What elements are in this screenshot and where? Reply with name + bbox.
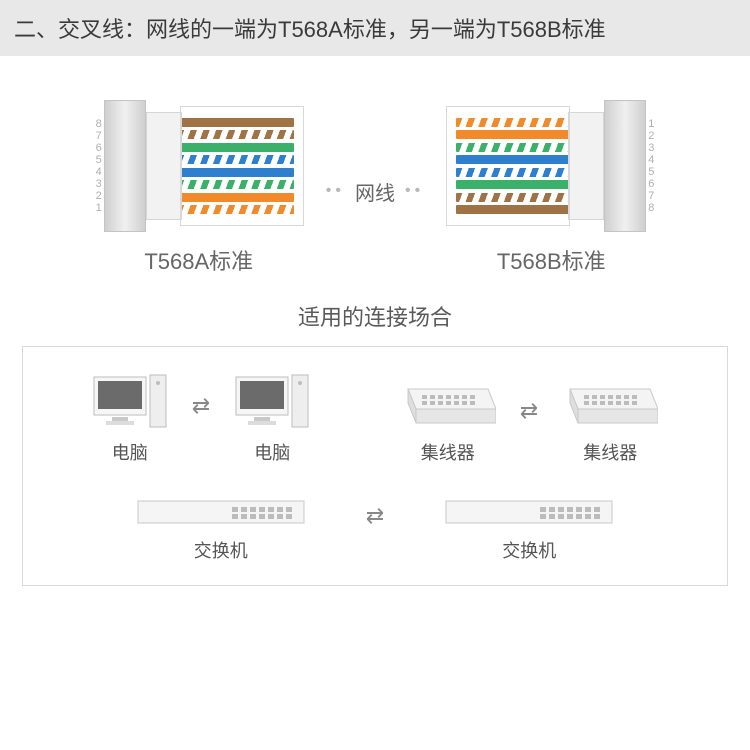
device-label: 电脑	[254, 439, 290, 465]
cable-cap	[604, 100, 646, 232]
left-connector-body	[104, 106, 304, 226]
pair-pc-pc: 电脑 ⇄ 电脑	[92, 373, 310, 465]
header-bar: 二、交叉线：网线的一端为T568A标准，另一端为T568B标准	[0, 0, 750, 56]
scenarios-box: 电脑 ⇄ 电脑	[22, 346, 728, 586]
clear-plug	[180, 106, 304, 226]
pc-icon	[92, 373, 168, 431]
device-switch: 交换机	[136, 495, 306, 563]
pin-num: 8	[648, 202, 654, 214]
connectors-row: 8 7 6 5 4 3 2 1	[0, 106, 750, 276]
clear-plug	[446, 106, 570, 226]
device-label: 电脑	[112, 439, 148, 465]
device-label: 集线器	[421, 439, 475, 465]
cable-label: •• 网线 ••	[326, 177, 424, 206]
boot	[568, 112, 604, 220]
pin-num: 3	[648, 142, 654, 154]
scenario-row-1: 电脑 ⇄ 电脑	[47, 373, 703, 465]
device-label: 交换机	[194, 537, 248, 563]
pin-num: 7	[96, 130, 102, 142]
pin-num: 5	[96, 154, 102, 166]
device-pc: 电脑	[92, 373, 168, 465]
pin-num: 6	[648, 178, 654, 190]
pin-num: 4	[648, 154, 654, 166]
right-caption: T568B标准	[497, 244, 606, 276]
section-title: 适用的连接场合	[0, 300, 750, 332]
device-hub: 集线器	[562, 383, 658, 465]
left-connector: 8 7 6 5 4 3 2 1	[94, 106, 304, 226]
right-connector: 1 2 3 4 5 6 7 8	[446, 106, 656, 226]
pin-num: 3	[96, 178, 102, 190]
pin-num: 7	[648, 190, 654, 202]
pin-num: 6	[96, 142, 102, 154]
cable-label-text: 网线	[355, 177, 395, 206]
bidir-arrow-icon: ⇄	[192, 393, 210, 419]
device-label: 集线器	[583, 439, 637, 465]
device-hub: 集线器	[400, 383, 496, 465]
pin-num: 2	[648, 130, 654, 142]
pin-num: 5	[648, 166, 654, 178]
pin-num: 2	[96, 190, 102, 202]
left-caption: T568A标准	[144, 244, 253, 276]
hub-icon	[562, 383, 658, 431]
pair-hub-hub: 集线器 ⇄ 集线器	[400, 383, 658, 465]
bidir-arrow-icon: ⇄	[520, 398, 538, 424]
pair-switch-switch: 交换机 ⇄ 交换机	[136, 495, 614, 563]
switch-icon	[444, 495, 614, 529]
dots-icon: ••	[405, 182, 424, 200]
device-switch: 交换机	[444, 495, 614, 563]
pin-num: 8	[96, 118, 102, 130]
bidir-arrow-icon: ⇄	[366, 503, 384, 529]
pc-icon	[234, 373, 310, 431]
scenario-row-2: 交换机 ⇄ 交换机	[47, 495, 703, 563]
pin-num: 1	[96, 202, 102, 214]
pin-num: 4	[96, 166, 102, 178]
pin-num: 1	[648, 118, 654, 130]
device-pc: 电脑	[234, 373, 310, 465]
left-pin-numbers: 8 7 6 5 4 3 2 1	[94, 118, 104, 214]
right-connector-block: 1 2 3 4 5 6 7 8	[446, 106, 656, 276]
dots-icon: ••	[326, 182, 345, 200]
right-pin-numbers: 1 2 3 4 5 6 7 8	[646, 118, 656, 214]
right-connector-body	[446, 106, 646, 226]
switch-icon	[136, 495, 306, 529]
left-connector-block: 8 7 6 5 4 3 2 1	[94, 106, 304, 276]
boot	[146, 112, 182, 220]
hub-icon	[400, 383, 496, 431]
cable-cap	[104, 100, 146, 232]
device-label: 交换机	[502, 537, 556, 563]
